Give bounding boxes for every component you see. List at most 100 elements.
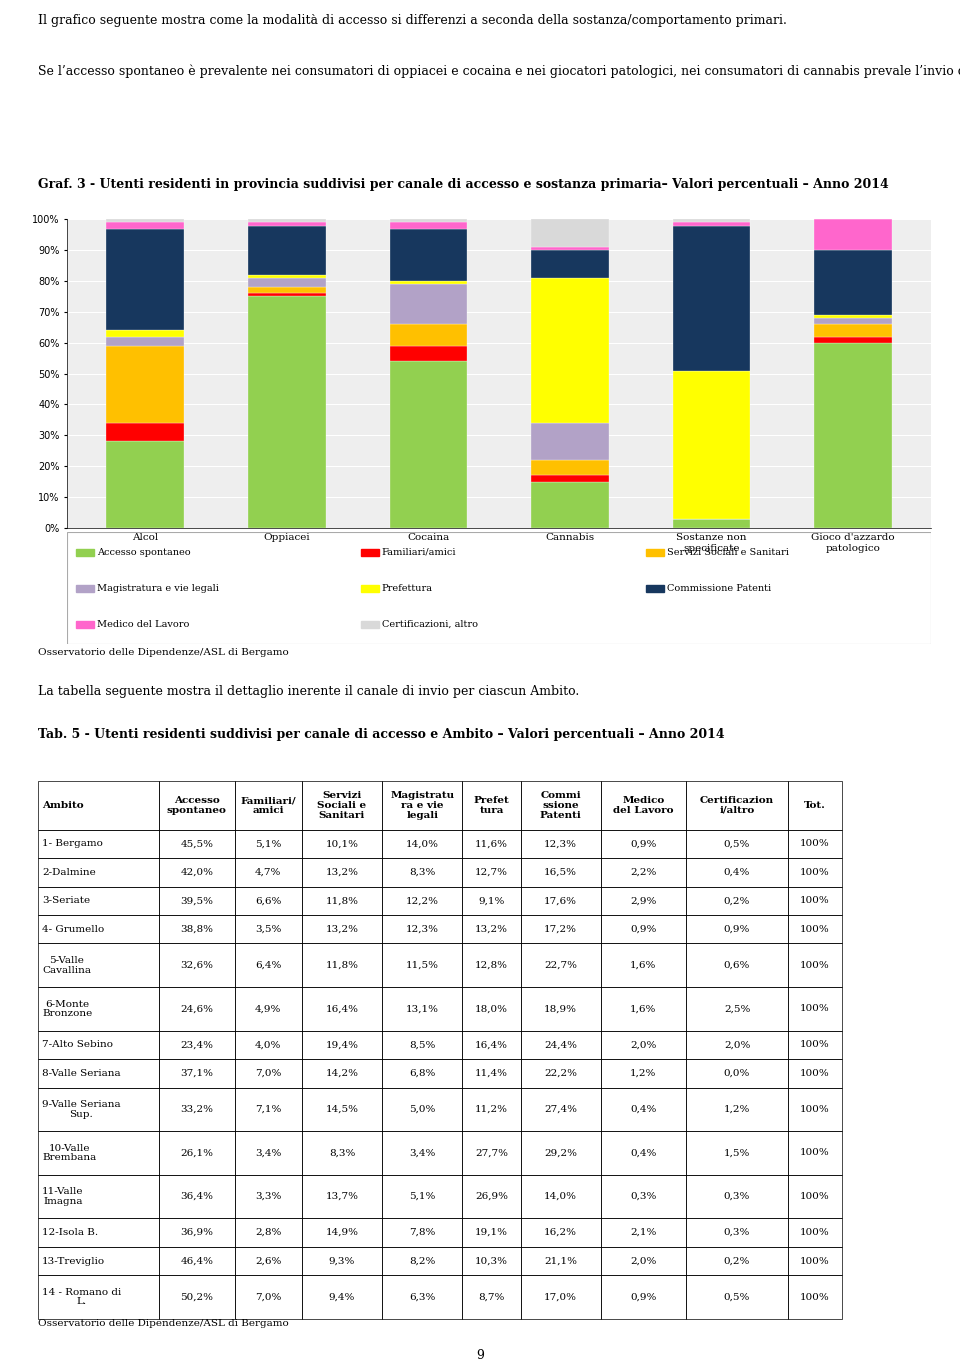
Bar [382, 1219, 463, 1246]
Bar [38, 1060, 159, 1087]
Bar [520, 1275, 601, 1319]
Bar [301, 1060, 382, 1087]
Bar [685, 1246, 788, 1275]
Text: 3,4%: 3,4% [409, 1149, 436, 1157]
Text: Osservatorio delle Dipendenze/ASL di Bergamo: Osservatorio delle Dipendenze/ASL di Ber… [38, 648, 289, 658]
Bar [646, 585, 664, 591]
Bar [235, 1219, 301, 1246]
Text: 2,9%: 2,9% [630, 897, 657, 905]
Bar [601, 1175, 685, 1219]
Bar [390, 219, 468, 222]
Text: 10-Valle
Brembana: 10-Valle Brembana [42, 1143, 96, 1163]
Bar [463, 1031, 520, 1060]
Bar [38, 943, 159, 987]
Bar [301, 1175, 382, 1219]
Bar [601, 829, 685, 858]
Text: Magistratura e vie legali: Magistratura e vie legali [97, 584, 219, 592]
Bar [159, 1131, 235, 1175]
Bar [382, 887, 463, 914]
Text: 4- Grumello: 4- Grumello [42, 925, 105, 934]
Bar [463, 1246, 520, 1275]
Bar [248, 293, 325, 296]
Text: 100%: 100% [801, 1257, 830, 1265]
Bar [38, 887, 159, 914]
Bar [685, 1175, 788, 1219]
Text: 39,5%: 39,5% [180, 897, 213, 905]
Bar [685, 1060, 788, 1087]
Text: 22,7%: 22,7% [544, 961, 577, 969]
Bar [463, 1219, 520, 1246]
Text: 0,3%: 0,3% [724, 1193, 750, 1201]
Bar [520, 943, 601, 987]
Bar [301, 829, 382, 858]
Text: 7,0%: 7,0% [255, 1069, 281, 1078]
Bar [248, 296, 325, 528]
Bar [520, 858, 601, 887]
Bar [382, 914, 463, 943]
Text: 18,9%: 18,9% [544, 1005, 577, 1013]
Text: Tab. 5 - Utenti residenti suddivisi per canale di accesso e Ambito – Valori perc: Tab. 5 - Utenti residenti suddivisi per … [38, 728, 725, 740]
Bar [814, 219, 892, 250]
Bar [673, 370, 751, 518]
Bar [673, 518, 751, 528]
Text: 36,4%: 36,4% [180, 1193, 213, 1201]
Text: Medico
del Lavoro: Medico del Lavoro [613, 797, 674, 814]
Bar [601, 858, 685, 887]
Bar [382, 943, 463, 987]
Text: Commissione Patenti: Commissione Patenti [667, 584, 771, 592]
Text: 3,4%: 3,4% [255, 1149, 281, 1157]
Bar [788, 1219, 842, 1246]
Bar [788, 1087, 842, 1131]
Text: Osservatorio delle Dipendenze/ASL di Bergamo: Osservatorio delle Dipendenze/ASL di Ber… [38, 1319, 289, 1328]
Bar [248, 226, 325, 274]
Text: 13-Treviglio: 13-Treviglio [42, 1257, 105, 1265]
Text: 9,1%: 9,1% [478, 897, 505, 905]
Bar [788, 1060, 842, 1087]
Bar [531, 278, 609, 422]
Bar [38, 829, 159, 858]
Text: 27,4%: 27,4% [544, 1105, 577, 1113]
Bar [601, 1246, 685, 1275]
Text: 29,2%: 29,2% [544, 1149, 577, 1157]
Text: 8-Valle Seriana: 8-Valle Seriana [42, 1069, 121, 1078]
Bar [107, 229, 184, 330]
Bar [107, 337, 184, 345]
Bar [301, 887, 382, 914]
Bar [248, 222, 325, 226]
Bar [107, 345, 184, 422]
Bar [301, 1087, 382, 1131]
Bar [601, 1275, 685, 1319]
Bar [390, 284, 468, 325]
Text: 0,9%: 0,9% [630, 925, 657, 934]
Text: 100%: 100% [801, 961, 830, 969]
Text: 0,9%: 0,9% [630, 1293, 657, 1301]
Bar [159, 781, 235, 829]
Bar [814, 251, 892, 315]
Bar [788, 1175, 842, 1219]
Bar [646, 548, 664, 555]
Bar [520, 1246, 601, 1275]
Text: 100%: 100% [801, 1228, 830, 1237]
Bar [463, 858, 520, 887]
Bar [107, 219, 184, 222]
Text: 21,1%: 21,1% [544, 1257, 577, 1265]
Bar [159, 1060, 235, 1087]
Bar [38, 781, 159, 829]
Bar [520, 1219, 601, 1246]
Text: 11,8%: 11,8% [325, 961, 358, 969]
Bar [463, 829, 520, 858]
Text: 12,2%: 12,2% [406, 897, 439, 905]
Text: 13,2%: 13,2% [325, 868, 358, 877]
Text: 26,9%: 26,9% [475, 1193, 508, 1201]
Bar [814, 325, 892, 337]
Text: 26,1%: 26,1% [180, 1149, 213, 1157]
Bar [361, 585, 379, 591]
Bar [463, 1131, 520, 1175]
Text: 36,9%: 36,9% [180, 1228, 213, 1237]
Bar [685, 914, 788, 943]
Bar [463, 1275, 520, 1319]
Text: 0,4%: 0,4% [630, 1149, 657, 1157]
Bar [382, 987, 463, 1031]
Bar [685, 1219, 788, 1246]
Text: 2,5%: 2,5% [724, 1005, 750, 1013]
